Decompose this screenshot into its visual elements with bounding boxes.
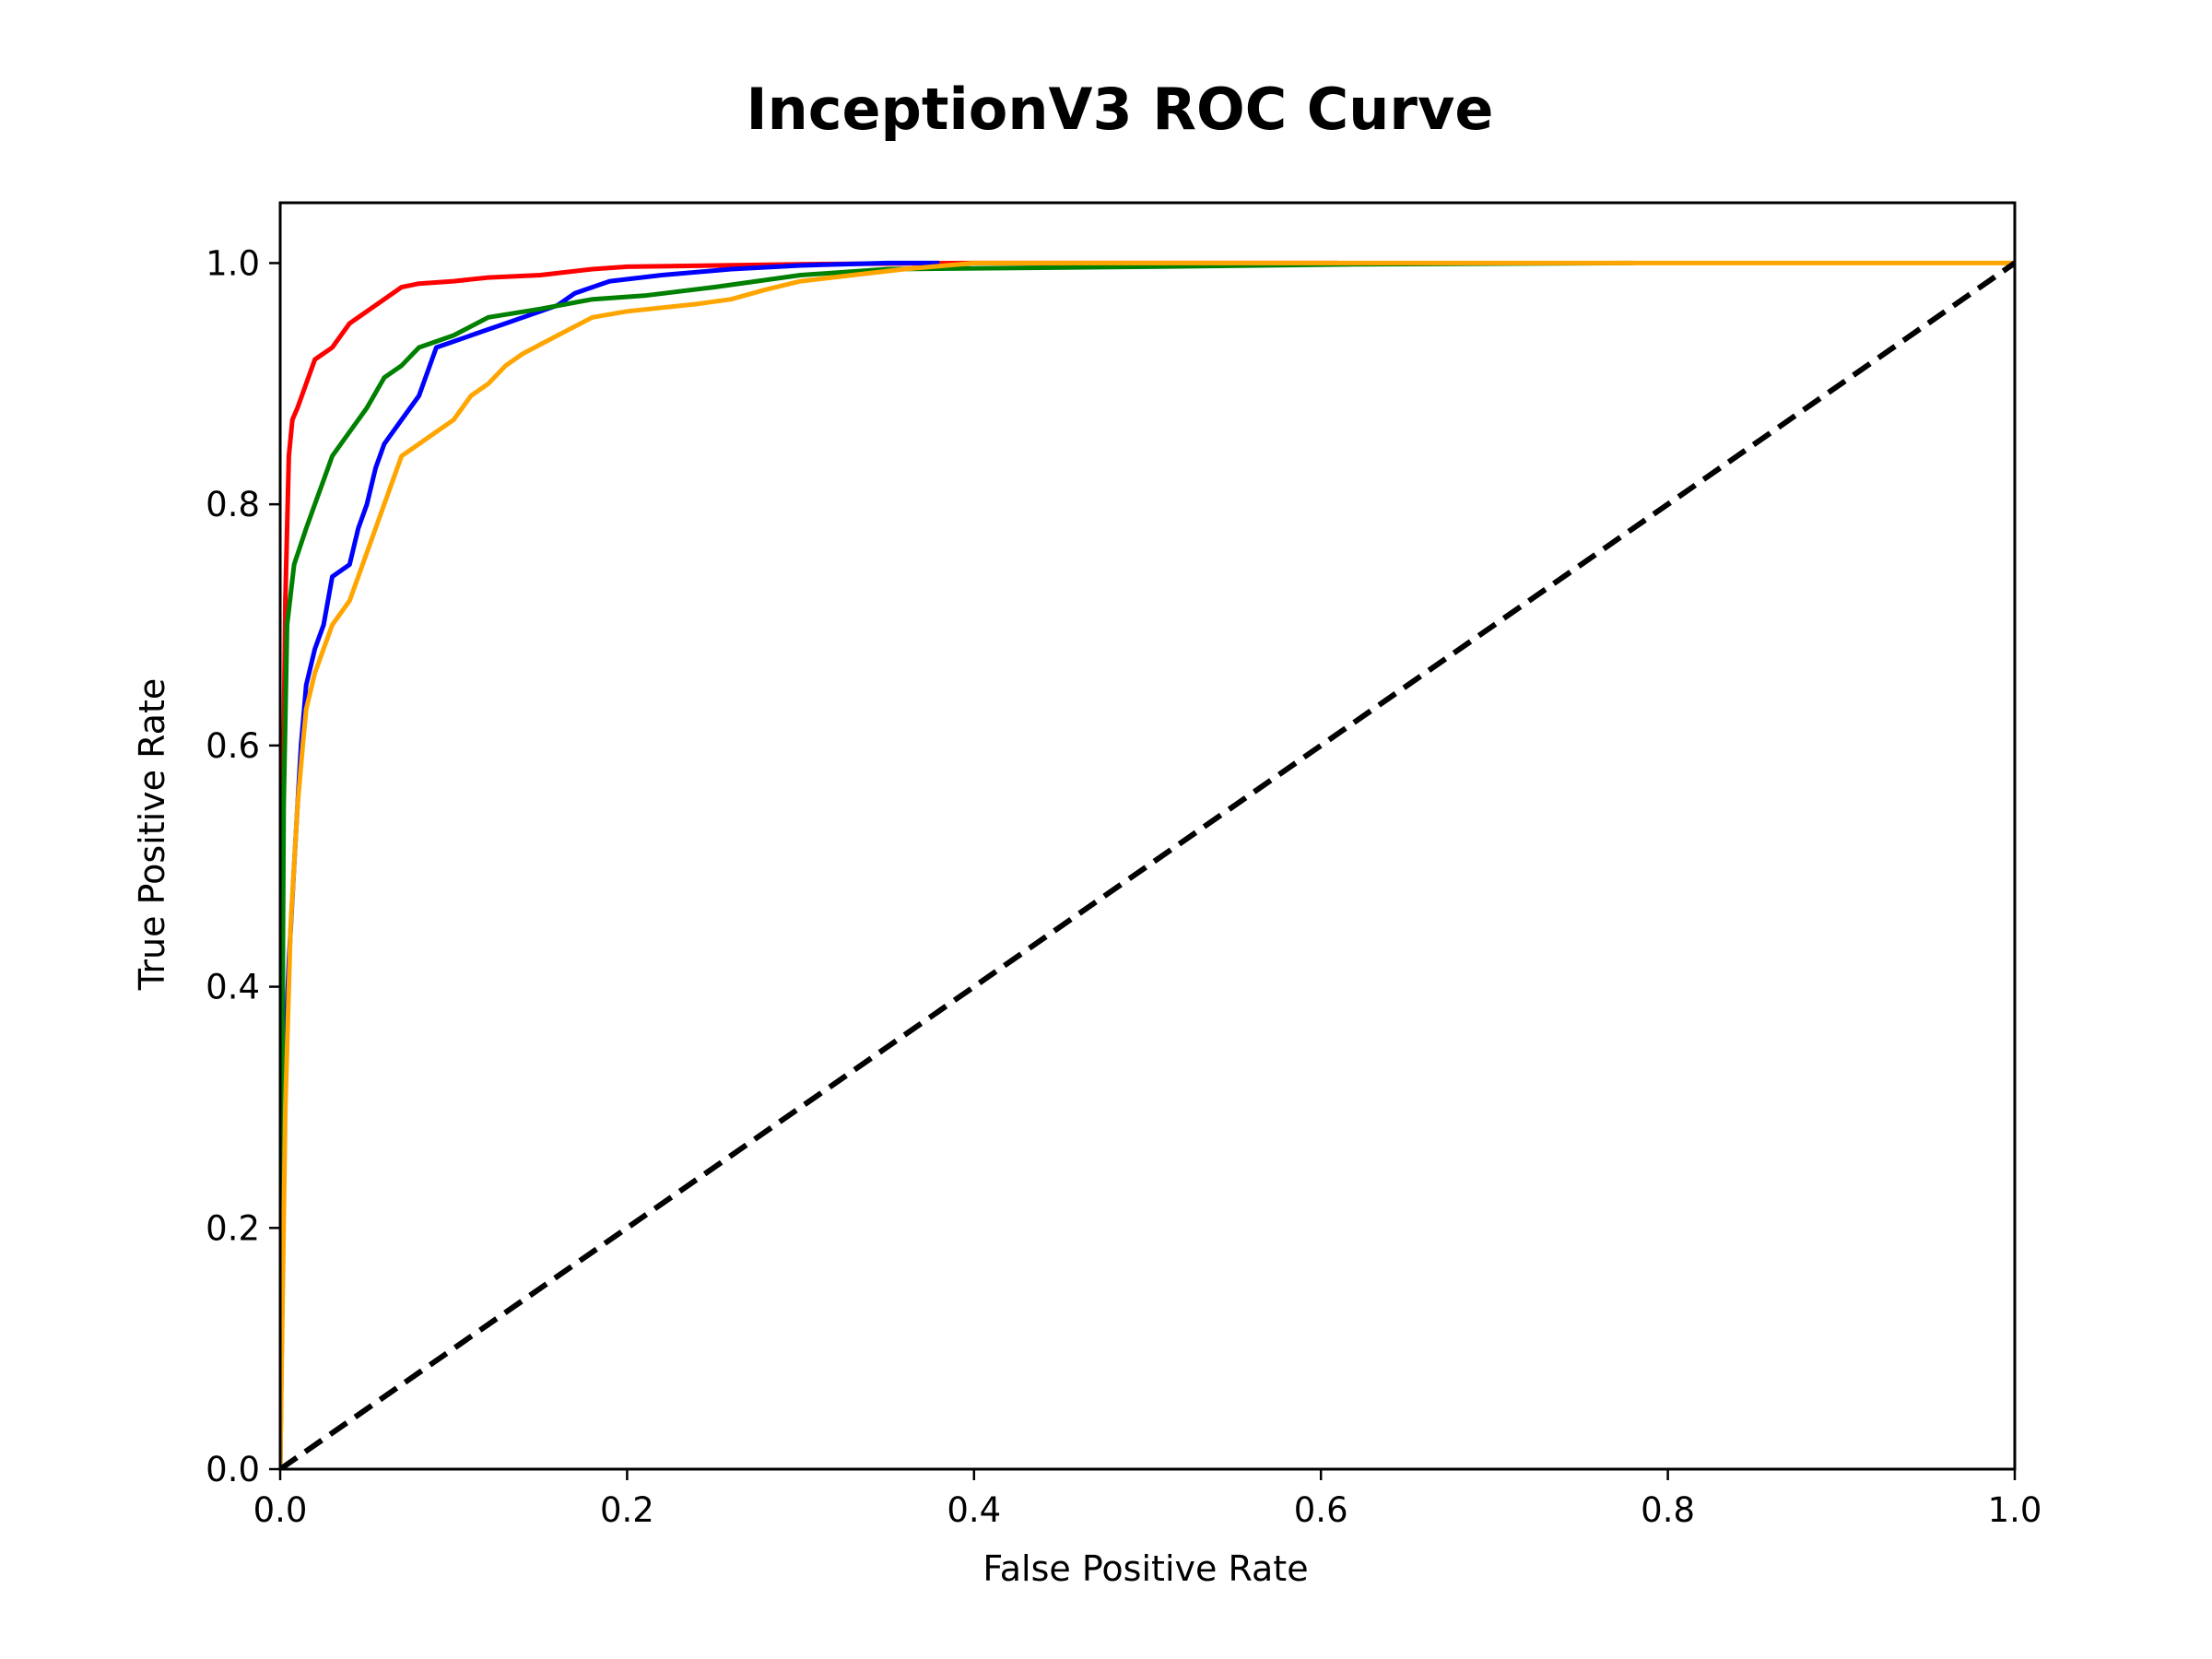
y-tick-label: 1.0 (206, 243, 260, 283)
roc-series-line-3 (280, 260, 1634, 1469)
x-tick-label: 0.4 (947, 1490, 1001, 1530)
x-tick-label: 1.0 (1988, 1490, 2042, 1530)
roc-series-line-2 (280, 260, 940, 1469)
y-tick-label: 0.2 (206, 1208, 260, 1248)
x-tick-label: 0.2 (600, 1490, 654, 1530)
y-tick-label: 0.6 (206, 726, 260, 766)
y-tick-label: 0.8 (206, 485, 260, 524)
x-tick-label: 0.6 (1294, 1490, 1348, 1530)
ticks-layer: 0.0 0.2 0.4 0.6 0.8 1.0 0.0 0.2 0.4 0.6 0.8 1.0 (206, 243, 2041, 1530)
chance-diagonal-line (280, 260, 2015, 1469)
y-tick-label: 0.4 (206, 968, 260, 1007)
roc-series-line-1 (280, 260, 1338, 1469)
y-axis-label: True Positive Rate (132, 678, 172, 992)
x-tick-label: 0.0 (253, 1490, 308, 1530)
axes-frame (278, 201, 2017, 1471)
x-tick-label: 0.8 (1641, 1490, 1695, 1530)
roc-series-line-4 (280, 260, 2015, 1469)
chart-title: InceptionV3 ROC Curve (747, 76, 1494, 143)
x-axis-label: False Positive Rate (982, 1548, 1308, 1589)
y-tick-label: 0.0 (206, 1450, 260, 1489)
series-layer (280, 260, 2015, 1469)
